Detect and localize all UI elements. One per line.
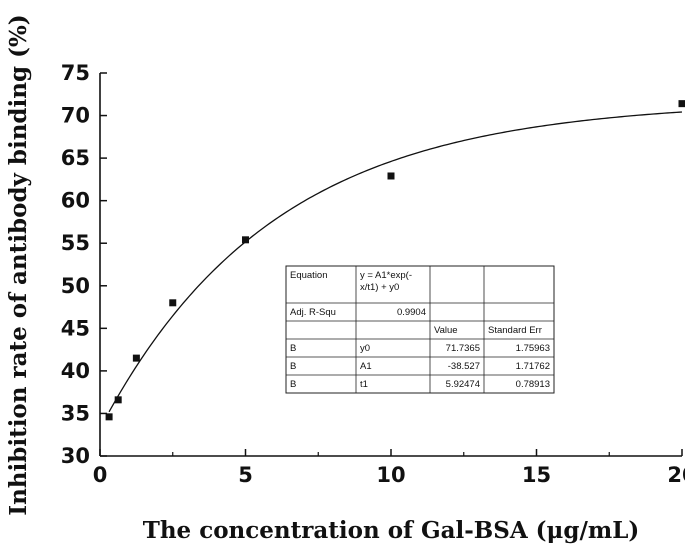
y-tick-label: 60 bbox=[61, 189, 90, 213]
y-tick-label: 45 bbox=[61, 316, 90, 340]
y-axis-title: Inhibition rate of antibody binding (%) bbox=[5, 14, 32, 515]
data-points bbox=[105, 100, 685, 421]
plot-frame bbox=[100, 73, 682, 456]
table-cell: Value bbox=[434, 325, 458, 336]
table-cell: 1.71762 bbox=[516, 361, 550, 372]
data-point bbox=[387, 172, 395, 180]
table-cell: Equation bbox=[290, 270, 328, 281]
table-cell: 0.78913 bbox=[516, 379, 550, 390]
x-tick-label: 15 bbox=[522, 463, 551, 487]
x-tick-label: 5 bbox=[238, 463, 253, 487]
table-cell: -38.527 bbox=[448, 361, 480, 372]
plot-area bbox=[99, 73, 682, 457]
table-cell: y0 bbox=[360, 343, 370, 354]
x-axis-title: The concentration of Gal-BSA (μg/mL) bbox=[143, 517, 640, 544]
table-cell: B bbox=[290, 361, 296, 372]
table-cell: A1 bbox=[360, 361, 372, 372]
y-tick-label: 55 bbox=[61, 231, 90, 255]
data-point bbox=[678, 100, 685, 108]
data-point bbox=[105, 413, 113, 421]
y-tick-label: 35 bbox=[61, 401, 90, 425]
y-tick-label: 70 bbox=[61, 104, 90, 128]
fit-parameters-table: Equation y = A1*exp(-x/t1) + y0 Adj. R-Squ… bbox=[285, 265, 555, 394]
fit-curve bbox=[108, 111, 683, 413]
table-cell: y = A1*exp(-x/t1) + y0 bbox=[360, 270, 412, 293]
table-cell: 71.7365 bbox=[446, 343, 480, 354]
y-ticks: 30 35 40 45 50 55 60 65 70 75 bbox=[61, 61, 107, 468]
table-cell: 1.75963 bbox=[516, 343, 550, 354]
data-point bbox=[169, 299, 177, 307]
table-frame bbox=[285, 265, 555, 394]
table-cell: 0.9904 bbox=[397, 307, 426, 318]
table-cell: B bbox=[290, 343, 296, 354]
data-point bbox=[242, 236, 249, 244]
table-cell: 5.92474 bbox=[446, 379, 480, 390]
y-tick-label: 75 bbox=[61, 61, 90, 85]
table-cell: B bbox=[290, 379, 296, 390]
x-tick-label: 0 bbox=[93, 463, 108, 487]
data-point bbox=[132, 354, 140, 362]
y-tick-label: 50 bbox=[61, 274, 90, 298]
y-tick-label: 30 bbox=[61, 444, 90, 468]
y-tick-label: 40 bbox=[61, 359, 90, 383]
x-tick-label: 10 bbox=[376, 463, 405, 487]
x-ticks: 0 5 10 15 20 bbox=[93, 449, 685, 487]
y-tick-label: 65 bbox=[61, 146, 90, 170]
data-point bbox=[114, 396, 122, 404]
table-cell: t1 bbox=[360, 379, 368, 390]
x-tick-label: 20 bbox=[667, 463, 685, 487]
table-cell: Standard Err bbox=[488, 325, 542, 336]
table-cell: Adj. R-Squ bbox=[290, 307, 336, 318]
